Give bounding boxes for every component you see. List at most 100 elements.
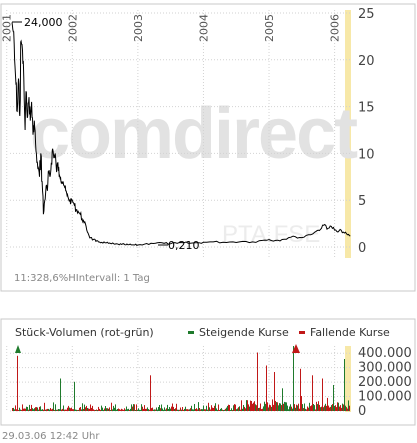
volume-bar [228,404,229,411]
volume-bar [86,405,87,411]
volume-bar [175,408,176,411]
volume-bar [126,406,127,411]
volume-bar [211,405,212,411]
volume-bar [109,407,110,411]
volume-bar [48,408,49,411]
label-start: 24,000 [24,16,63,29]
volume-bar [270,405,271,411]
main-y-tick-label: 20 [358,54,375,69]
volume-bar [299,408,300,411]
legend-up-swatch [188,331,194,334]
volume-bar [50,408,51,411]
volume-bar [219,410,220,411]
volume-bar [342,403,343,411]
volume-bar [96,409,97,411]
volume-bar [252,403,253,411]
volume-bar [35,407,36,411]
volume-bar [26,406,27,411]
volume-bar [306,409,307,411]
volume-bar [231,408,232,411]
volume-bar [318,401,319,411]
volume-bar [40,406,41,411]
volume-bar [49,409,50,411]
volume-bar [136,404,137,411]
volume-bar [210,409,211,411]
volume-bar [39,406,40,411]
volume-bar [124,408,125,411]
volume-bar [289,406,290,411]
volume-bar [18,410,19,411]
volume-bar [53,402,54,411]
volume-bar [169,407,170,411]
volume-bar [275,400,276,411]
volume-bar [229,405,230,411]
volume-bar [347,408,348,411]
volume-bar [300,368,301,412]
volume-bar [43,409,44,411]
volume-bar [267,402,268,411]
volume-bar [55,404,56,411]
volume-bar [308,407,309,411]
volume-bar [166,408,167,411]
volume-bar [257,352,258,411]
volume-bar [339,406,340,411]
volume-bar [217,409,218,411]
volume-bar [261,409,262,411]
volume-bar [114,407,115,411]
volume-bar [332,404,333,411]
volume-bar [21,409,22,411]
volume-bar [42,409,43,411]
clip-arrow-right [292,344,300,353]
volume-bar [125,409,126,411]
volume-bar [118,408,119,411]
main-y-tick-label: 0 [358,241,366,256]
volume-bar [340,405,341,411]
volume-bar [163,409,164,411]
volume-bar [238,407,239,411]
volume-bar [139,409,140,411]
volume-bar [324,405,325,411]
volume-bar [45,409,46,411]
volume-bar [263,406,264,411]
volume-bar [98,406,99,411]
volume-bar [287,405,288,411]
volume-bar [147,407,148,411]
volume-bar [83,409,84,411]
volume-bar [195,409,196,411]
volume-bar [226,407,227,411]
volume-grid [6,346,351,412]
volume-bar [304,403,305,411]
volume-bar [44,402,45,411]
volume-bar [67,407,68,411]
volume-bar [190,408,191,411]
volume-bar [128,408,129,411]
volume-bar [76,409,77,411]
volume-bar [333,385,334,411]
volume-bar [160,408,161,411]
volume-bar [315,409,316,411]
volume-bar [123,409,124,411]
volume-bar [56,409,57,411]
volume-bar [215,403,216,411]
volume-bar [12,408,13,411]
volume-bar [237,408,238,411]
volume-bar [73,409,74,411]
volume-bar [268,407,269,411]
volume-bar [327,397,328,411]
volume-bar [280,403,281,411]
volume-bar [233,405,234,411]
volume-bar [115,404,116,411]
volume-bar [14,409,15,411]
volume-bar [170,408,171,411]
volume-bar [236,409,237,411]
volume-bar [323,407,324,411]
volume-bar [192,409,193,411]
volume-bar [77,410,78,411]
volume-bar [282,388,283,412]
volume-bar [24,408,25,411]
volume-y-tick-label: 100.000 [358,390,412,405]
volume-bar [142,406,143,411]
volume-bar [341,407,342,411]
volume-bar [141,404,142,411]
